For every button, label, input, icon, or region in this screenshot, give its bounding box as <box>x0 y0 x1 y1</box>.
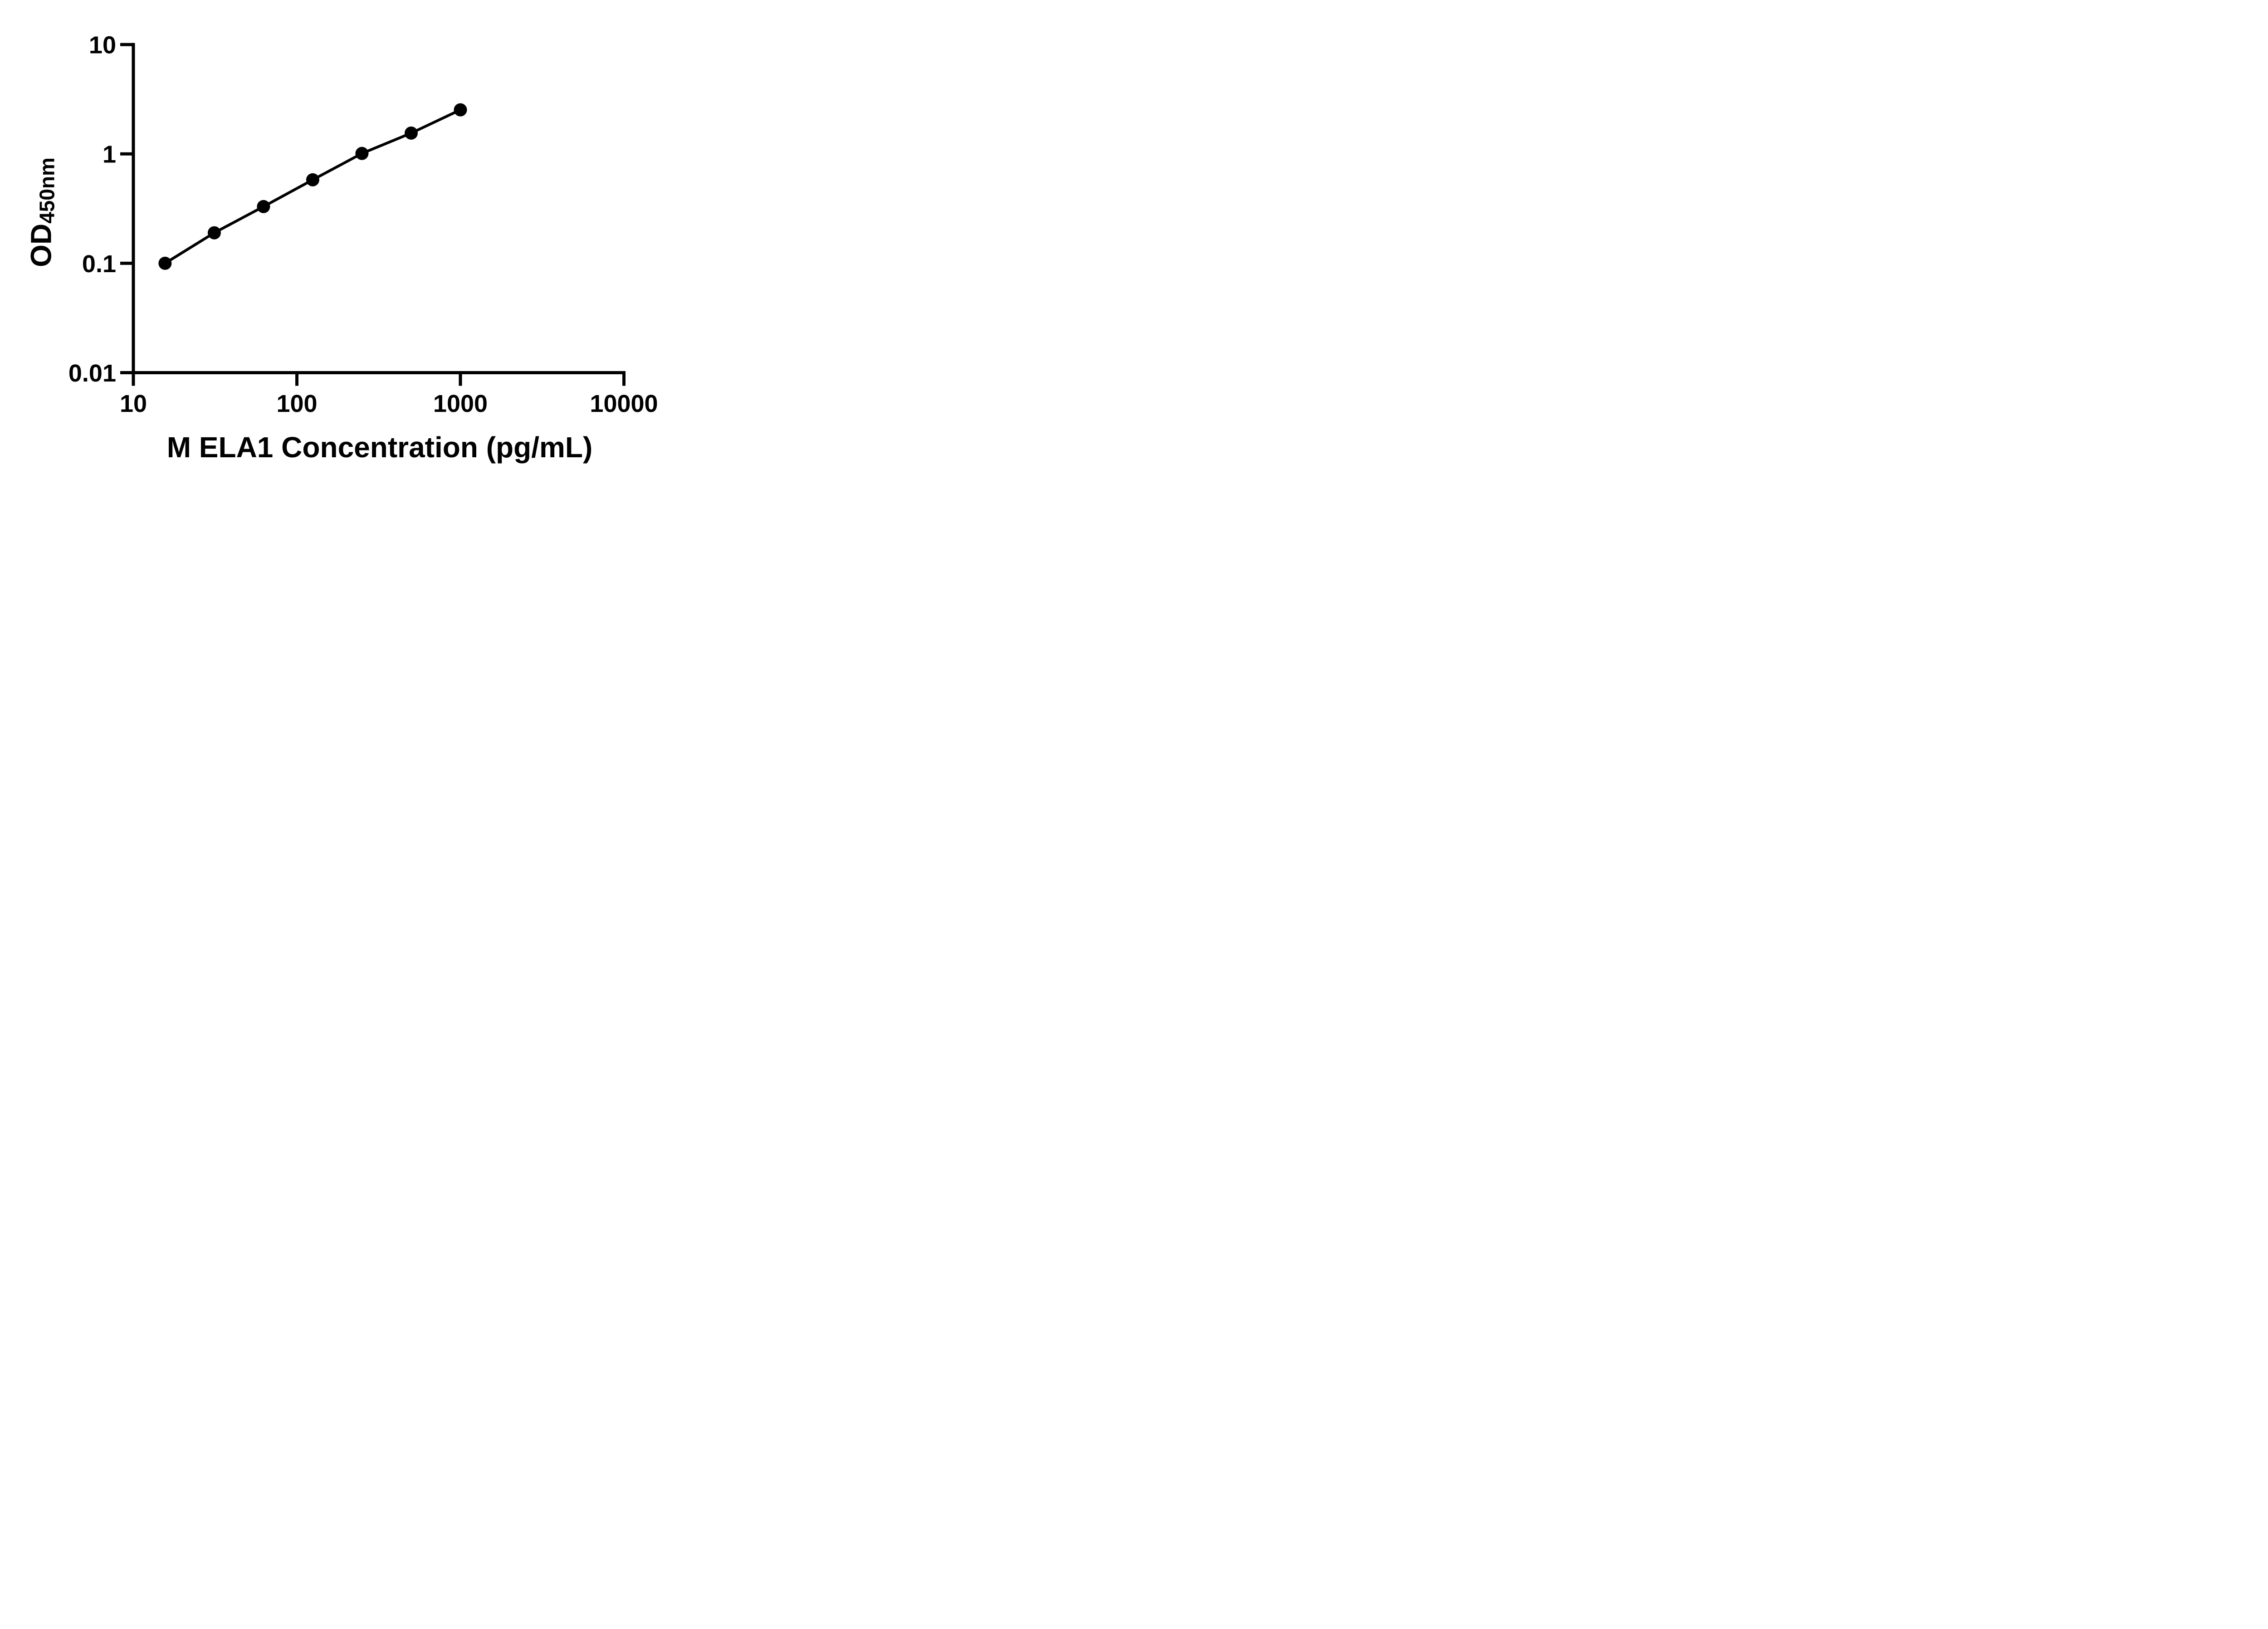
y-axis-title-main: OD <box>24 223 58 267</box>
x-tick-label: 1000 <box>433 390 488 417</box>
data-point <box>207 226 221 240</box>
y-tick-label: 1 <box>103 141 116 168</box>
y-tick-label: 10 <box>89 32 116 59</box>
y-axis-title: OD450nm <box>24 157 59 267</box>
data-point <box>158 256 172 270</box>
x-tick-label: 100 <box>276 390 317 417</box>
data-point <box>306 173 319 186</box>
x-tick-label: 10 <box>120 390 147 417</box>
data-point <box>257 200 270 213</box>
y-tick-label: 0.1 <box>82 250 116 278</box>
x-tick-label: 10000 <box>590 390 658 417</box>
y-tick-label: 0.01 <box>68 360 116 387</box>
data-point <box>454 103 467 117</box>
data-point <box>404 126 418 140</box>
elisa-standard-curve-figure: 10 1 0.1 0.01 10 100 1000 10000 OD450nm M ELA1 … <box>0 0 701 490</box>
y-axis-title-subscript: 450nm <box>35 157 59 224</box>
data-point <box>355 147 369 160</box>
x-axis-title: M ELA1 Concentration (pg/mL) <box>166 431 593 464</box>
